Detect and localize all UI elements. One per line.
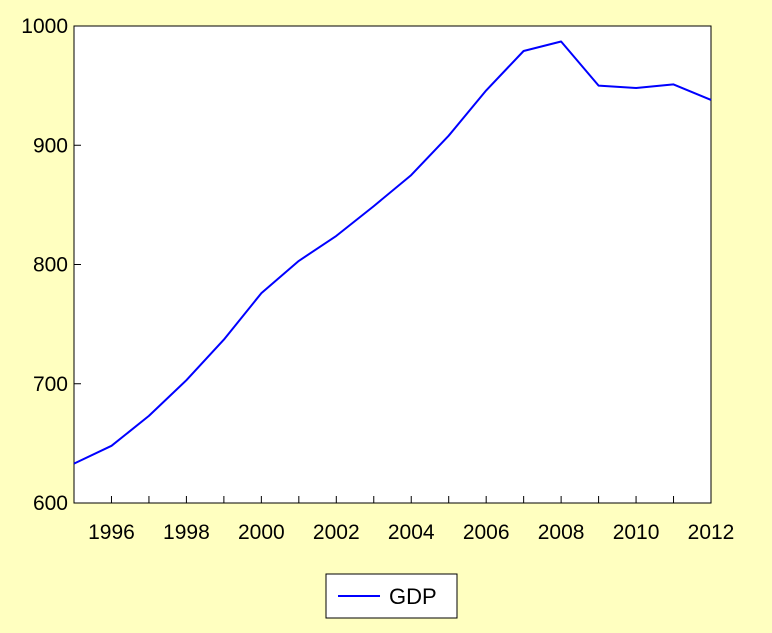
- series-layer: [73, 40, 712, 465]
- x-axis: 1996 1998 2000 2002 2004 2006 2008 2010 2012: [73, 496, 735, 544]
- x-tick-label: 2002: [313, 521, 360, 544]
- x-tick-label: 2012: [688, 521, 735, 544]
- y-axis: 600 700 800 900 1000: [21, 15, 81, 515]
- x-tick-label: 2004: [388, 521, 435, 544]
- x-tick-label: 2000: [238, 521, 285, 544]
- legend-label-gdp: GDP: [389, 584, 437, 609]
- y-tick-label: 900: [33, 134, 68, 157]
- plot-area: [73, 25, 712, 504]
- legend: GDP: [325, 573, 458, 619]
- x-tick-label: 2010: [613, 521, 660, 544]
- x-tick-label: 2006: [463, 521, 510, 544]
- x-tick-label: 2008: [538, 521, 585, 544]
- y-tick-label: 800: [33, 254, 68, 277]
- series-line-gdp: [73, 40, 712, 465]
- x-tick-label: 1996: [88, 521, 135, 544]
- y-tick-label: 700: [33, 373, 68, 396]
- y-tick-label: 1000: [21, 15, 68, 38]
- x-tick-label: 1998: [163, 521, 210, 544]
- y-tick-label: 600: [33, 492, 68, 515]
